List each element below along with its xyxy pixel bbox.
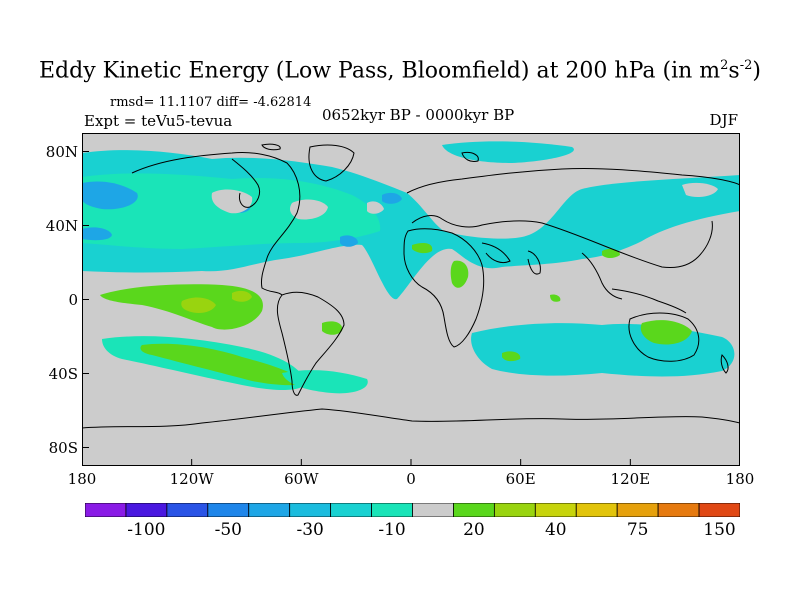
field-green-patch-4 [450, 260, 469, 288]
colorbar-swatch [412, 503, 454, 517]
colorbar-label: 20 [463, 520, 485, 540]
field-green-patch-3 [412, 243, 433, 254]
colorbar-swatch [657, 503, 700, 517]
colorbar-swatch [534, 503, 577, 517]
lat-tick-label: 40N [45, 216, 78, 235]
field-hole-3 [367, 201, 384, 214]
colorbar-swatch [698, 503, 740, 517]
colorbar-swatch [207, 503, 250, 517]
colorbar-label: -10 [378, 520, 406, 540]
colorbar-swatch [493, 503, 536, 517]
lon-tick-label: 60E [505, 470, 536, 488]
colorbar-label: 150 [703, 520, 736, 540]
colorbar-swatch [125, 503, 168, 517]
field-sh-teal-south-2 [282, 370, 368, 394]
lat-tick-marks [82, 151, 89, 448]
field-hole-4 [682, 182, 718, 197]
lon-tick-label: 60W [284, 470, 319, 488]
field-green-patch-1 [100, 284, 263, 330]
eke-map [82, 133, 740, 466]
colorbar-swatch [248, 503, 291, 517]
coastlines [82, 143, 740, 429]
lat-tick-label: 80N [45, 142, 78, 161]
field-lime-patch-2 [232, 290, 252, 302]
colorbar-label: -50 [214, 520, 242, 540]
colorbar [85, 503, 740, 517]
field-green-patch-2 [322, 321, 343, 335]
field-nh-blue-1 [82, 181, 138, 210]
colorbar-label: 40 [544, 520, 567, 540]
lat-tick-label: 80S [48, 438, 78, 457]
colorbar-label: -30 [296, 520, 324, 540]
map-title: Eddy Kinetic Energy (Low Pass, Bloomfiel… [39, 58, 761, 84]
field-nh-blue-5 [382, 192, 402, 204]
field-arctic [442, 141, 574, 163]
lat-tick-label: 0 [68, 290, 78, 309]
colorbar-swatch [453, 503, 495, 517]
colorbar-swatch [166, 503, 209, 517]
period-label: 0652kyr BP - 0000kyr BP [322, 106, 515, 124]
colorbar-swatch [85, 503, 127, 517]
field-lime-patch-1 [181, 297, 216, 313]
colorbar-swatch [330, 503, 372, 517]
field-green-patch-5 [550, 294, 561, 302]
colorbar-swatch [371, 503, 413, 517]
colorbar-swatch [616, 503, 659, 517]
field-nh-blue-2 [82, 227, 112, 241]
colorbar-label: 75 [626, 520, 649, 540]
field-sh-green-band [140, 343, 304, 386]
colorbar-swatch [575, 503, 618, 517]
season-label: DJF [709, 111, 738, 129]
colorbar-label: -100 [127, 520, 166, 540]
stats-label: rmsd= 11.1107 diff= -4.62814 [110, 95, 312, 110]
field-hole-1 [211, 189, 253, 214]
field-australia-green [640, 320, 692, 345]
field-green-patch-6 [602, 248, 620, 258]
lon-tick-label: 180 [725, 470, 755, 488]
experiment-label: Expt = teVu5-tevua [84, 112, 233, 130]
lon-tick-label: 180 [67, 470, 97, 488]
field-sh-green-south [502, 351, 521, 362]
lon-tick-label: 120E [610, 470, 651, 488]
lon-tick-label: 0 [406, 470, 416, 488]
field-nh-blue-3 [340, 235, 358, 247]
lon-tick-label: 120W [169, 470, 214, 488]
colorbar-swatch [289, 503, 332, 517]
eke-field [82, 141, 740, 394]
lat-tick-label: 40S [48, 364, 78, 383]
lon-tick-marks [82, 459, 740, 466]
